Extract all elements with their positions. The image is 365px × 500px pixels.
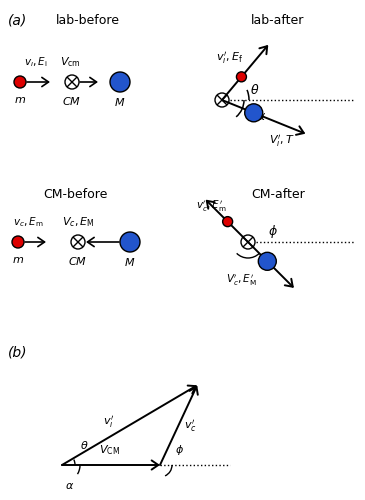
- Text: $V_c',E_{\rm M}'$: $V_c',E_{\rm M}'$: [226, 272, 257, 288]
- Text: $\theta$: $\theta$: [80, 439, 88, 451]
- Circle shape: [120, 232, 140, 252]
- Text: CM-after: CM-after: [251, 188, 305, 201]
- Circle shape: [71, 235, 85, 249]
- Text: $\alpha$: $\alpha$: [256, 110, 266, 122]
- Text: $V_{\rm CM}$: $V_{\rm CM}$: [99, 443, 119, 457]
- Text: (a): (a): [8, 14, 27, 28]
- Circle shape: [241, 235, 255, 249]
- Text: lab-before: lab-before: [56, 14, 120, 27]
- Text: (b): (b): [8, 345, 27, 359]
- Text: $M$: $M$: [114, 96, 126, 108]
- Text: $CM$: $CM$: [62, 95, 81, 107]
- Circle shape: [215, 93, 229, 107]
- Circle shape: [245, 104, 263, 122]
- Text: $\phi$: $\phi$: [268, 224, 278, 240]
- Text: $\alpha$: $\alpha$: [65, 481, 74, 491]
- Text: $v_{\imath},E_{\rm i}$: $v_{\imath},E_{\rm i}$: [24, 55, 48, 69]
- Text: $m$: $m$: [12, 255, 24, 265]
- Text: $\theta$: $\theta$: [250, 83, 260, 97]
- Text: CM-before: CM-before: [43, 188, 107, 201]
- Text: $v_c,E_{\rm m}$: $v_c,E_{\rm m}$: [13, 215, 43, 229]
- Text: $CM$: $CM$: [69, 255, 88, 267]
- Circle shape: [223, 216, 233, 226]
- Circle shape: [110, 72, 130, 92]
- Text: $v_{\imath}',E_{\rm f}$: $v_{\imath}',E_{\rm f}$: [216, 50, 243, 66]
- Text: $v_{\imath}'$: $v_{\imath}'$: [103, 414, 114, 430]
- Circle shape: [14, 76, 26, 88]
- Text: $V_c,E_{\rm M}$: $V_c,E_{\rm M}$: [62, 215, 95, 229]
- Circle shape: [237, 72, 246, 82]
- Text: $M$: $M$: [124, 256, 136, 268]
- Text: $v_c',E_{\rm m}'$: $v_c',E_{\rm m}'$: [196, 198, 227, 214]
- Text: $\phi$: $\phi$: [175, 443, 184, 457]
- Text: $V_{\rm cm}$: $V_{\rm cm}$: [59, 55, 80, 69]
- Text: lab-after: lab-after: [251, 14, 305, 27]
- Text: $m$: $m$: [14, 95, 26, 105]
- Circle shape: [65, 75, 79, 89]
- Text: $V_{\imath}',T$: $V_{\imath}',T$: [269, 132, 295, 148]
- Circle shape: [12, 236, 24, 248]
- Circle shape: [258, 252, 276, 270]
- Text: $v_c'$: $v_c'$: [184, 418, 197, 434]
